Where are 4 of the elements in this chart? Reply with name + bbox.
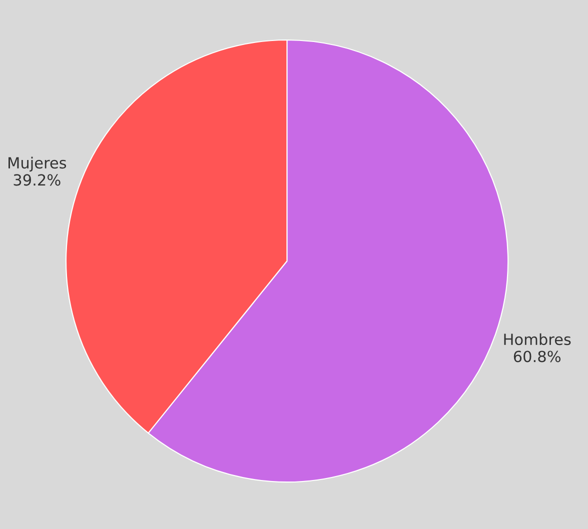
slice-label: Mujeres: [8, 156, 66, 172]
slice-label: Hombres: [504, 333, 571, 346]
data-label: 60.8%: [514, 350, 561, 362]
data-label: 39.2%: [14, 174, 60, 186]
